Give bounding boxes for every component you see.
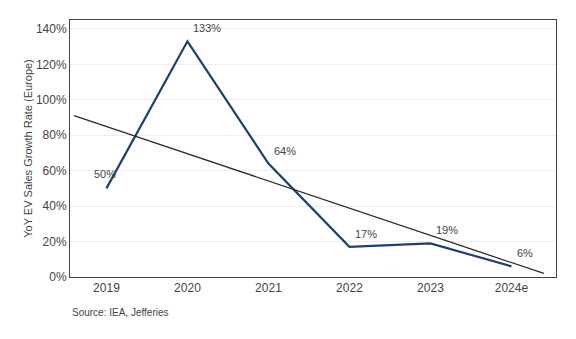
svg-text:60%: 60% <box>43 164 67 178</box>
svg-text:2021: 2021 <box>255 281 282 295</box>
svg-text:2022: 2022 <box>336 281 363 295</box>
svg-text:40%: 40% <box>43 199 67 213</box>
svg-text:YoY EV Sales Growth Rate (Euro: YoY EV Sales Growth Rate (Europe) <box>22 59 34 238</box>
svg-text:2024e: 2024e <box>495 281 529 295</box>
svg-text:6%: 6% <box>517 247 533 259</box>
svg-text:0%: 0% <box>49 270 67 284</box>
svg-text:120%: 120% <box>36 58 67 72</box>
svg-text:140%: 140% <box>36 22 67 36</box>
svg-text:2020: 2020 <box>174 281 201 295</box>
svg-text:17%: 17% <box>355 228 377 240</box>
svg-text:64%: 64% <box>274 145 296 157</box>
svg-text:20%: 20% <box>43 235 67 249</box>
svg-text:133%: 133% <box>193 22 221 34</box>
svg-text:80%: 80% <box>43 128 67 142</box>
svg-text:50%: 50% <box>94 168 116 180</box>
svg-text:Source: IEA, Jefferies: Source: IEA, Jefferies <box>72 307 169 318</box>
svg-text:19%: 19% <box>436 224 458 236</box>
svg-text:100%: 100% <box>36 93 67 107</box>
svg-text:2023: 2023 <box>417 281 444 295</box>
svg-text:2019: 2019 <box>93 281 120 295</box>
